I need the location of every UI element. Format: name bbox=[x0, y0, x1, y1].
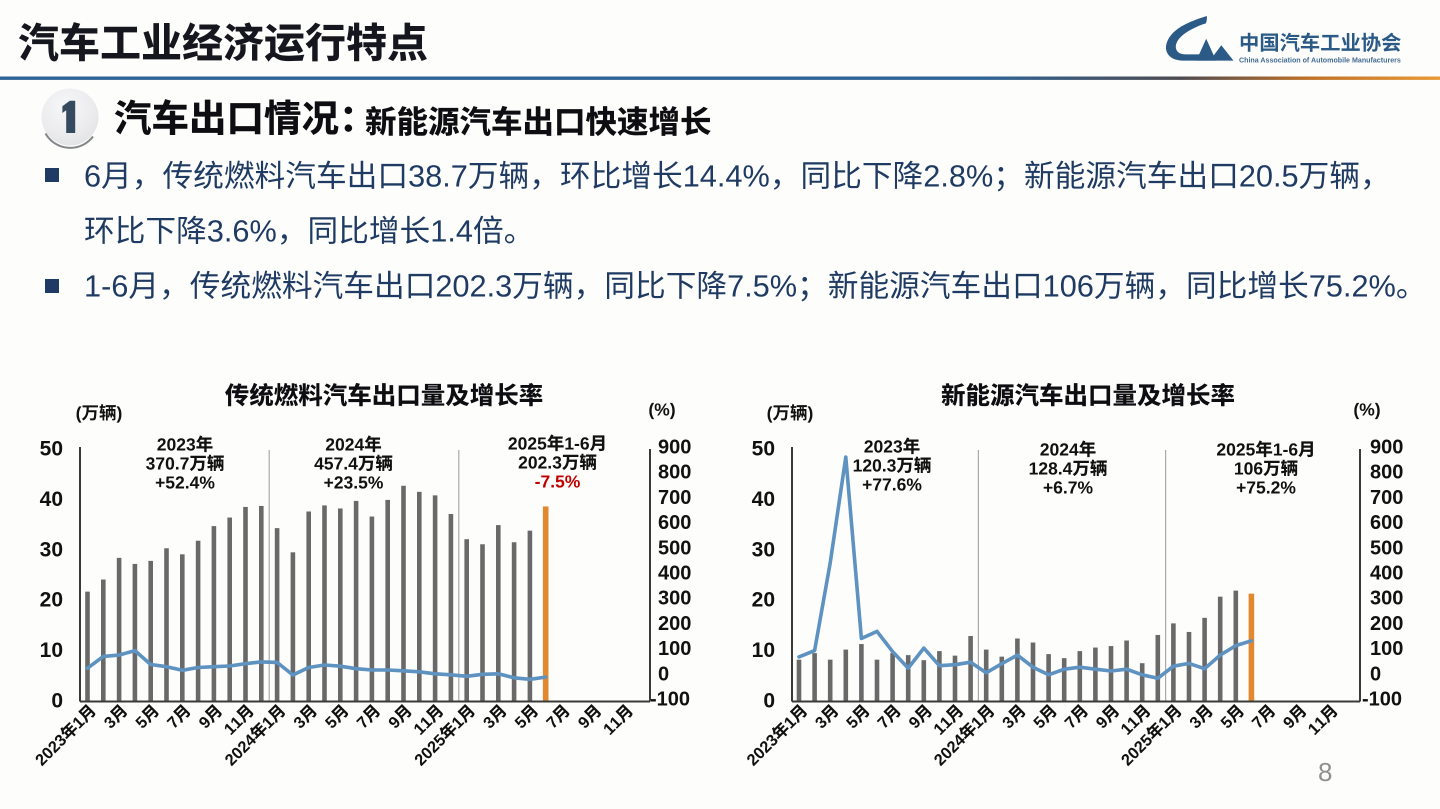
svg-text:0: 0 bbox=[763, 690, 775, 713]
svg-text:800: 800 bbox=[1370, 462, 1403, 484]
svg-text:0: 0 bbox=[1370, 663, 1381, 685]
svg-text:10: 10 bbox=[752, 639, 775, 662]
svg-text:100: 100 bbox=[658, 638, 691, 660]
svg-text:200: 200 bbox=[1370, 613, 1403, 635]
svg-text:200: 200 bbox=[658, 613, 691, 635]
svg-text:500: 500 bbox=[1370, 537, 1403, 559]
svg-text:900: 900 bbox=[658, 437, 691, 459]
svg-text:30: 30 bbox=[40, 538, 63, 561]
svg-text:600: 600 bbox=[658, 512, 691, 534]
svg-text:700: 700 bbox=[658, 487, 691, 509]
svg-text:50: 50 bbox=[752, 438, 775, 461]
svg-text:40: 40 bbox=[40, 488, 63, 511]
svg-text:100: 100 bbox=[1370, 638, 1403, 660]
svg-text:400: 400 bbox=[658, 563, 691, 585]
svg-text:800: 800 bbox=[658, 462, 691, 484]
svg-text:700: 700 bbox=[1370, 487, 1403, 509]
svg-text:0: 0 bbox=[51, 690, 63, 713]
svg-text:900: 900 bbox=[1370, 437, 1403, 459]
svg-text:20: 20 bbox=[40, 589, 63, 612]
svg-text:China Association of Automobil: China Association of Automobile Manufact… bbox=[1239, 57, 1401, 65]
svg-text:10: 10 bbox=[40, 639, 63, 662]
svg-text:30: 30 bbox=[752, 538, 775, 561]
svg-text:20: 20 bbox=[752, 589, 775, 612]
svg-text:400: 400 bbox=[1370, 563, 1403, 585]
svg-text:600: 600 bbox=[1370, 512, 1403, 534]
svg-text:0: 0 bbox=[658, 663, 669, 685]
svg-text:500: 500 bbox=[658, 537, 691, 559]
svg-text:40: 40 bbox=[752, 488, 775, 511]
svg-text:300: 300 bbox=[1370, 588, 1403, 610]
svg-text:50: 50 bbox=[40, 438, 63, 461]
svg-text:-100: -100 bbox=[650, 689, 690, 711]
svg-text:300: 300 bbox=[658, 588, 691, 610]
svg-text:8: 8 bbox=[1318, 757, 1332, 787]
svg-text:-100: -100 bbox=[1362, 689, 1402, 711]
